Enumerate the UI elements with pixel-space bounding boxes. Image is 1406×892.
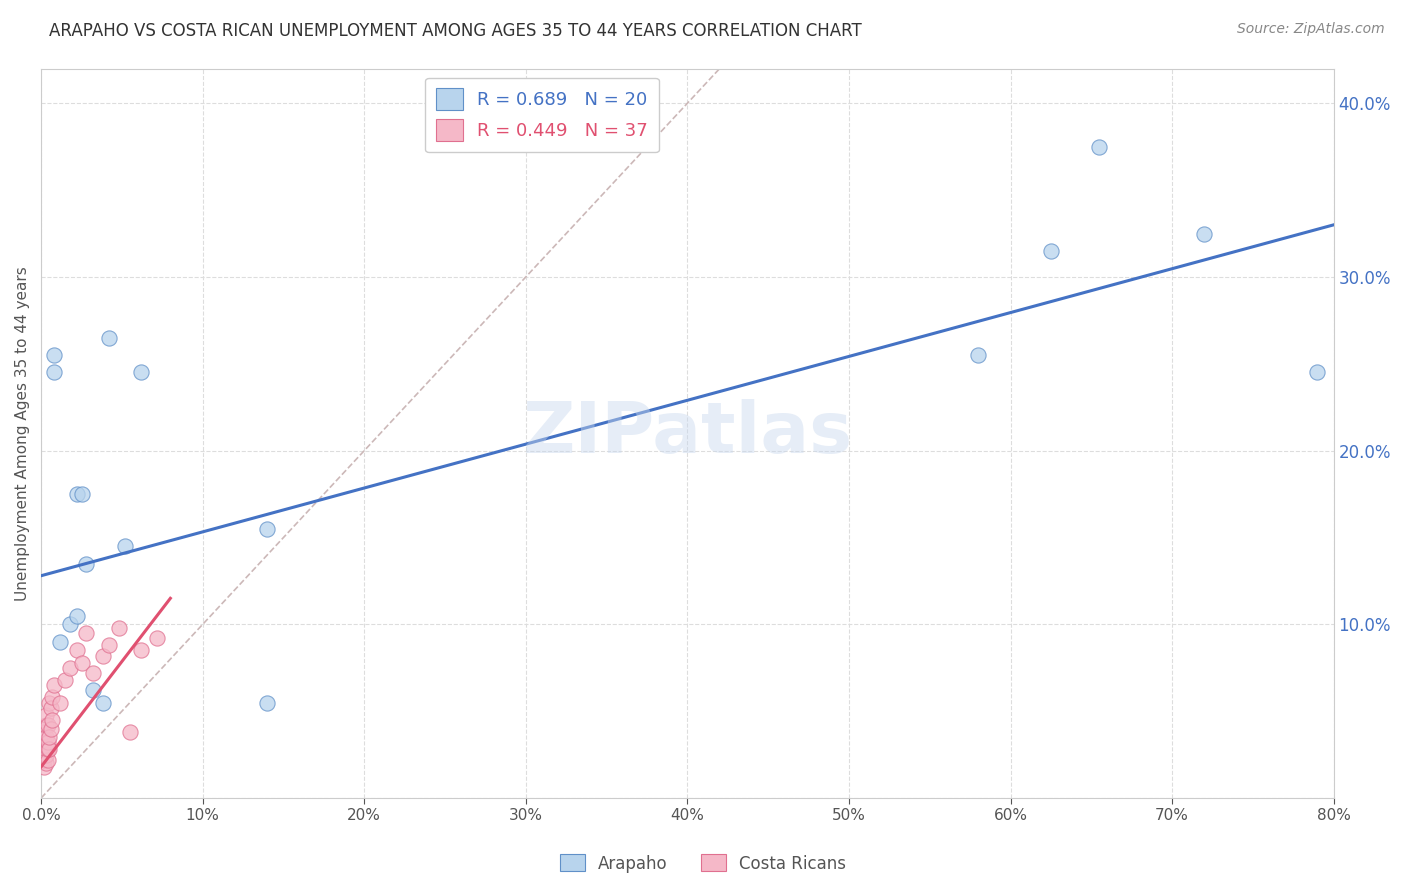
Point <box>42 348 65 362</box>
Point <box>35 742 58 756</box>
Point <box>1194 227 1216 241</box>
Point <box>38 731 60 745</box>
Point <box>75 557 97 571</box>
Point <box>146 632 169 646</box>
Point <box>37 753 59 767</box>
Point <box>70 656 93 670</box>
Point <box>1306 366 1329 380</box>
Point <box>967 348 990 362</box>
Point <box>256 696 278 710</box>
Point <box>98 638 121 652</box>
Point <box>75 626 97 640</box>
Point <box>35 756 58 771</box>
Point <box>37 735 59 749</box>
Text: ZIPatlas: ZIPatlas <box>522 399 852 467</box>
Point <box>59 617 82 632</box>
Point <box>82 665 104 680</box>
Point <box>41 690 63 705</box>
Point <box>35 731 58 745</box>
Legend: R = 0.689   N = 20, R = 0.449   N = 37: R = 0.689 N = 20, R = 0.449 N = 37 <box>425 78 659 153</box>
Point <box>34 742 56 756</box>
Point <box>41 713 63 727</box>
Point <box>37 718 59 732</box>
Point <box>34 747 56 762</box>
Point <box>70 487 93 501</box>
Point <box>98 331 121 345</box>
Point <box>107 621 129 635</box>
Text: Source: ZipAtlas.com: Source: ZipAtlas.com <box>1237 22 1385 37</box>
Point <box>34 735 56 749</box>
Point <box>35 707 58 722</box>
Point <box>35 718 58 732</box>
Text: ARAPAHO VS COSTA RICAN UNEMPLOYMENT AMONG AGES 35 TO 44 YEARS CORRELATION CHART: ARAPAHO VS COSTA RICAN UNEMPLOYMENT AMON… <box>49 22 862 40</box>
Point <box>256 522 278 536</box>
Point <box>114 539 136 553</box>
Point <box>91 696 114 710</box>
Point <box>34 725 56 739</box>
Point <box>66 608 89 623</box>
Point <box>38 696 60 710</box>
Point <box>39 722 62 736</box>
Point <box>37 742 59 756</box>
Point <box>66 487 89 501</box>
Point <box>35 747 58 762</box>
Y-axis label: Unemployment Among Ages 35 to 44 years: Unemployment Among Ages 35 to 44 years <box>15 266 30 600</box>
Point <box>49 634 72 648</box>
Point <box>129 366 152 380</box>
Point <box>129 643 152 657</box>
Point <box>59 661 82 675</box>
Point <box>53 673 76 687</box>
Legend: Arapaho, Costa Ricans: Arapaho, Costa Ricans <box>553 847 853 880</box>
Point <box>118 725 141 739</box>
Point <box>1088 139 1111 153</box>
Point <box>82 683 104 698</box>
Point <box>42 678 65 692</box>
Point <box>91 648 114 663</box>
Point <box>42 366 65 380</box>
Point <box>34 760 56 774</box>
Point <box>34 753 56 767</box>
Point <box>49 696 72 710</box>
Point <box>1039 244 1062 258</box>
Point <box>66 643 89 657</box>
Point <box>39 700 62 714</box>
Point <box>38 742 60 756</box>
